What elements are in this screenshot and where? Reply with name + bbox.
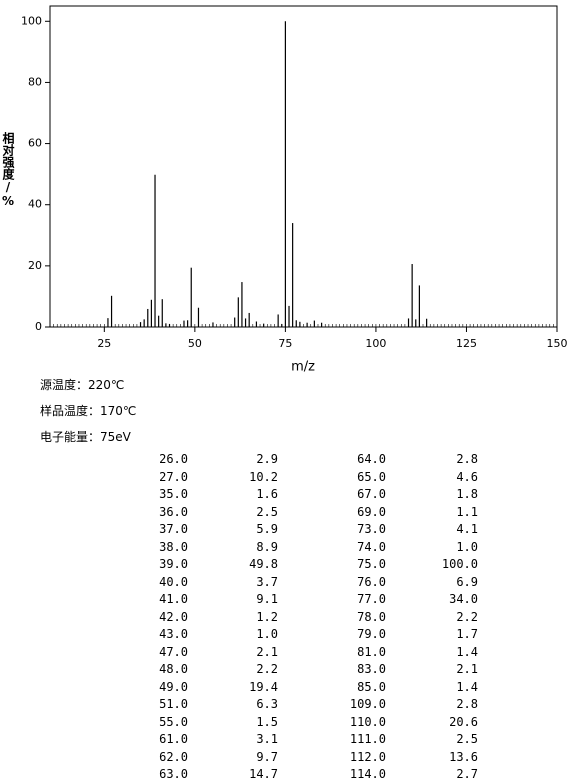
table-cell: 85.0 bbox=[357, 679, 386, 694]
table-cell: 2.2 bbox=[256, 662, 278, 676]
table-cell: 1.0 bbox=[456, 539, 478, 554]
table-cell: 63.0 bbox=[159, 767, 188, 781]
y-tick-label: 0 bbox=[35, 320, 42, 333]
table-cell: 9.1 bbox=[256, 592, 278, 606]
table-cell: 35.0 bbox=[159, 487, 188, 501]
table-cell: 55.0 bbox=[159, 714, 188, 729]
table-cell: 110.0 bbox=[349, 714, 386, 729]
table-cell: 36.0 bbox=[159, 504, 188, 519]
plot-frame bbox=[49, 5, 558, 328]
table-cell: 27.0 bbox=[159, 469, 188, 484]
x-axis-label: m/z bbox=[291, 360, 315, 375]
table-cell: 67.0 bbox=[357, 487, 386, 501]
table-cell: 1.4 bbox=[456, 644, 478, 659]
table-cell: 64.0 bbox=[357, 452, 386, 466]
table-cell: 81.0 bbox=[357, 644, 386, 659]
table-cell: 1.2 bbox=[256, 609, 278, 624]
table-cell: 114.0 bbox=[349, 767, 386, 781]
table-cell: 20.6 bbox=[449, 714, 478, 729]
table-cell: 49.8 bbox=[249, 557, 278, 571]
table-cell: 13.6 bbox=[449, 749, 478, 764]
table-cell: 6.3 bbox=[256, 697, 278, 711]
table-cell: 8.9 bbox=[256, 539, 278, 554]
table-cell: 2.9 bbox=[256, 452, 278, 466]
info-line: 源温度：220℃ bbox=[40, 378, 125, 392]
x-tick-label: 75 bbox=[278, 337, 292, 350]
table-cell: 19.4 bbox=[249, 679, 278, 694]
table-cell: 100.0 bbox=[441, 557, 478, 571]
table-cell: 4.6 bbox=[456, 469, 478, 484]
table-cell: 112.0 bbox=[349, 749, 386, 764]
table-cell: 61.0 bbox=[159, 732, 188, 746]
table-cell: 69.0 bbox=[357, 504, 386, 519]
table-cell: 1.8 bbox=[456, 487, 478, 501]
table-cell: 4.1 bbox=[456, 522, 478, 536]
chart: m/z 25 50 75 100 125 150 0 20 40 60 80 100 bbox=[21, 5, 568, 375]
x-tick-label: 100 bbox=[365, 337, 386, 350]
table-cell: 1.5 bbox=[256, 714, 278, 729]
table-cell: 77.0 bbox=[357, 592, 386, 606]
table-cell: 1.1 bbox=[456, 504, 478, 519]
table-cell: 111.0 bbox=[349, 732, 386, 746]
y-axis-label: 相对强度/% bbox=[1, 132, 15, 208]
table-cell: 1.7 bbox=[456, 627, 478, 641]
table-cell: 9.7 bbox=[256, 749, 278, 764]
table-cell: 75.0 bbox=[357, 557, 386, 571]
table-cell: 79.0 bbox=[357, 627, 386, 641]
table-cell: 42.0 bbox=[159, 609, 188, 624]
x-tick-label: 50 bbox=[188, 337, 202, 350]
table-cell: 14.7 bbox=[249, 767, 278, 781]
y-tick-label: 40 bbox=[28, 198, 42, 211]
table-cell: 2.5 bbox=[456, 732, 478, 746]
table-cell: 2.5 bbox=[256, 504, 278, 519]
table-cell: 41.0 bbox=[159, 592, 188, 606]
table-cell: 2.2 bbox=[456, 609, 478, 624]
table-cell: 38.0 bbox=[159, 539, 188, 554]
y-tick-label: 60 bbox=[28, 137, 42, 150]
table-cell: 78.0 bbox=[357, 609, 386, 624]
table-cell: 51.0 bbox=[159, 697, 188, 711]
y-tick-label: 80 bbox=[28, 75, 42, 88]
table-cell: 74.0 bbox=[357, 539, 386, 554]
x-tick-label: 25 bbox=[97, 337, 111, 350]
table-cell: 47.0 bbox=[159, 644, 188, 659]
table-cell: 26.0 bbox=[159, 452, 188, 466]
table-cell: 65.0 bbox=[357, 469, 386, 484]
table-cell: 48.0 bbox=[159, 662, 188, 676]
table-cell: 83.0 bbox=[357, 662, 386, 676]
table-cell: 3.1 bbox=[256, 732, 278, 746]
table-cell: 109.0 bbox=[349, 697, 386, 711]
table-cell: 39.0 bbox=[159, 557, 188, 571]
info-line: 样品温度：170℃ bbox=[40, 404, 137, 418]
table-cell: 34.0 bbox=[449, 592, 478, 606]
table-cell: 1.4 bbox=[456, 679, 478, 694]
info-line: 电子能量：75eV bbox=[40, 430, 131, 444]
table-cell: 5.9 bbox=[256, 522, 278, 536]
x-tick-label: 125 bbox=[456, 337, 477, 350]
table-cell: 2.8 bbox=[456, 452, 478, 466]
table-cell: 1.0 bbox=[256, 627, 278, 641]
x-tick-label: 150 bbox=[547, 337, 568, 350]
table-cell: 6.9 bbox=[456, 574, 478, 589]
table-cell: 2.7 bbox=[456, 767, 478, 781]
table-cell: 73.0 bbox=[357, 522, 386, 536]
table-cell: 10.2 bbox=[249, 469, 278, 484]
table-cell: 76.0 bbox=[357, 574, 386, 589]
y-tick-label: 20 bbox=[28, 259, 42, 272]
table-cell: 43.0 bbox=[159, 627, 188, 641]
y-tick-label: 100 bbox=[21, 14, 42, 27]
table-cell: 2.1 bbox=[256, 644, 278, 659]
table-cell: 62.0 bbox=[159, 749, 188, 764]
table-cell: 40.0 bbox=[159, 574, 188, 589]
table-cell: 2.8 bbox=[456, 697, 478, 711]
table-cell: 49.0 bbox=[159, 679, 188, 694]
table-cell: 2.1 bbox=[456, 662, 478, 676]
table-cell: 1.6 bbox=[256, 487, 278, 501]
table-cell: 3.7 bbox=[256, 574, 278, 589]
table-cell: 37.0 bbox=[159, 522, 188, 536]
